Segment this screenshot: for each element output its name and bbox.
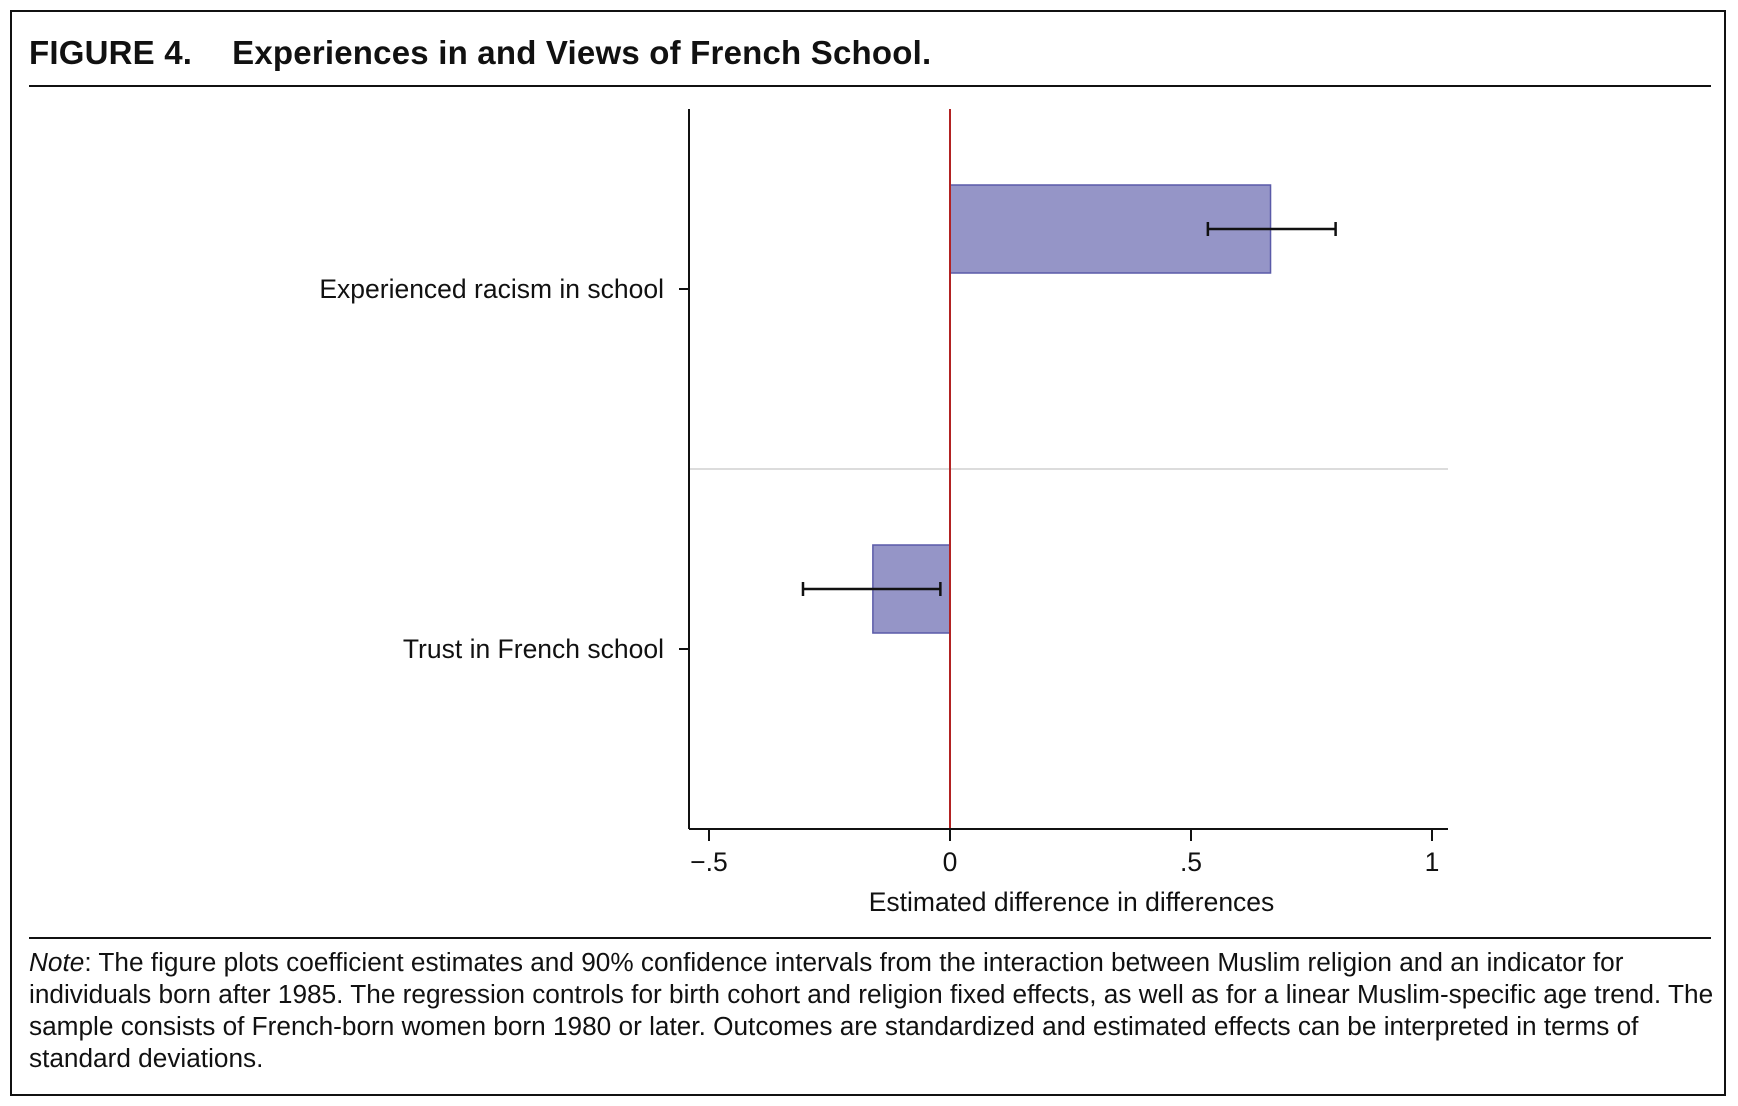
note-rule — [29, 937, 1711, 939]
bar-chart: Experienced racism in school Trust in Fre… — [319, 109, 1448, 917]
figure-frame — [10, 10, 1726, 1096]
x-tick-label: 1 — [1425, 847, 1440, 877]
error-bar — [1206, 222, 1337, 236]
x-tick-label: .5 — [1180, 847, 1202, 877]
title-rule — [29, 85, 1711, 87]
category-labels: Experienced racism in school Trust in Fre… — [319, 274, 664, 664]
category-label: Experienced racism in school — [319, 274, 664, 304]
x-tick-label: −.5 — [690, 847, 728, 877]
error-bars — [801, 222, 1337, 596]
y-axis — [679, 109, 690, 829]
figure-title: FIGURE 4. Experiences in and Views of Fre… — [29, 34, 931, 72]
note-lead: Note — [29, 947, 85, 977]
x-axis-label: Estimated difference in differences — [869, 887, 1275, 917]
figure-note: Note: The figure plots coefficient estim… — [29, 946, 1719, 1074]
note-text: : The figure plots coefficient estimates… — [29, 947, 1714, 1073]
x-tick-label: 0 — [943, 847, 958, 877]
figure-label: FIGURE 4. — [29, 34, 193, 71]
category-label: Trust in French school — [403, 634, 664, 664]
x-axis: −.5 0 .5 1 — [689, 828, 1448, 877]
figure-title-text: Experiences in and Views of French Schoo… — [232, 34, 932, 71]
bars — [872, 184, 1272, 634]
error-bar — [801, 582, 942, 596]
